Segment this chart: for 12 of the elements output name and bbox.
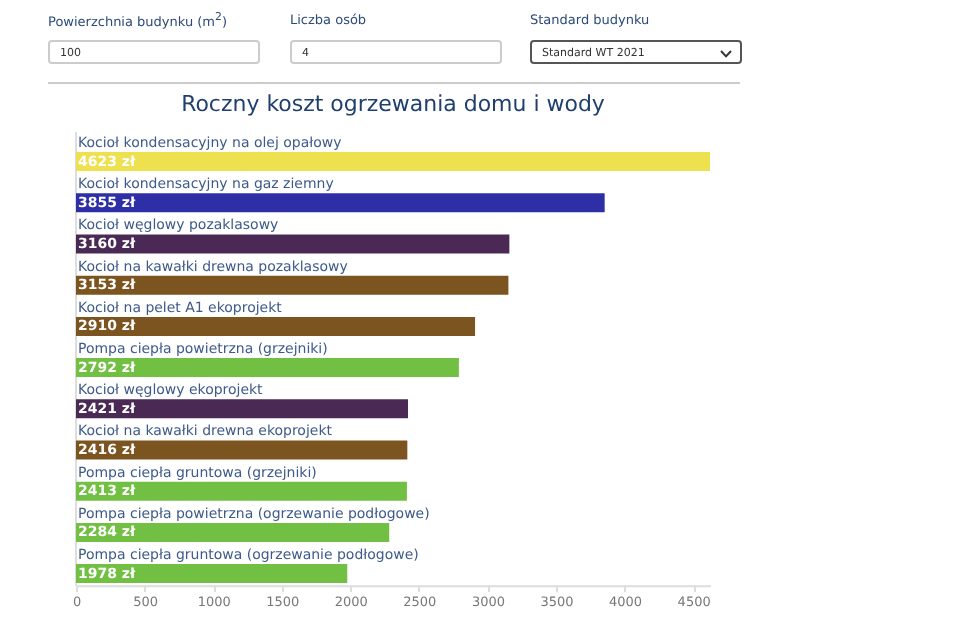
bar: [76, 399, 409, 419]
bar: [76, 193, 605, 213]
bar: [76, 481, 407, 501]
bar: [76, 275, 509, 295]
bar: [76, 234, 510, 254]
bar: [76, 440, 408, 460]
bar: [76, 564, 348, 584]
bar: [76, 316, 476, 336]
bar: [76, 522, 390, 542]
bar: [76, 358, 459, 378]
chart-title: Roczny koszt ogrzewania domu i wody: [181, 91, 606, 117]
bar: [76, 152, 710, 172]
